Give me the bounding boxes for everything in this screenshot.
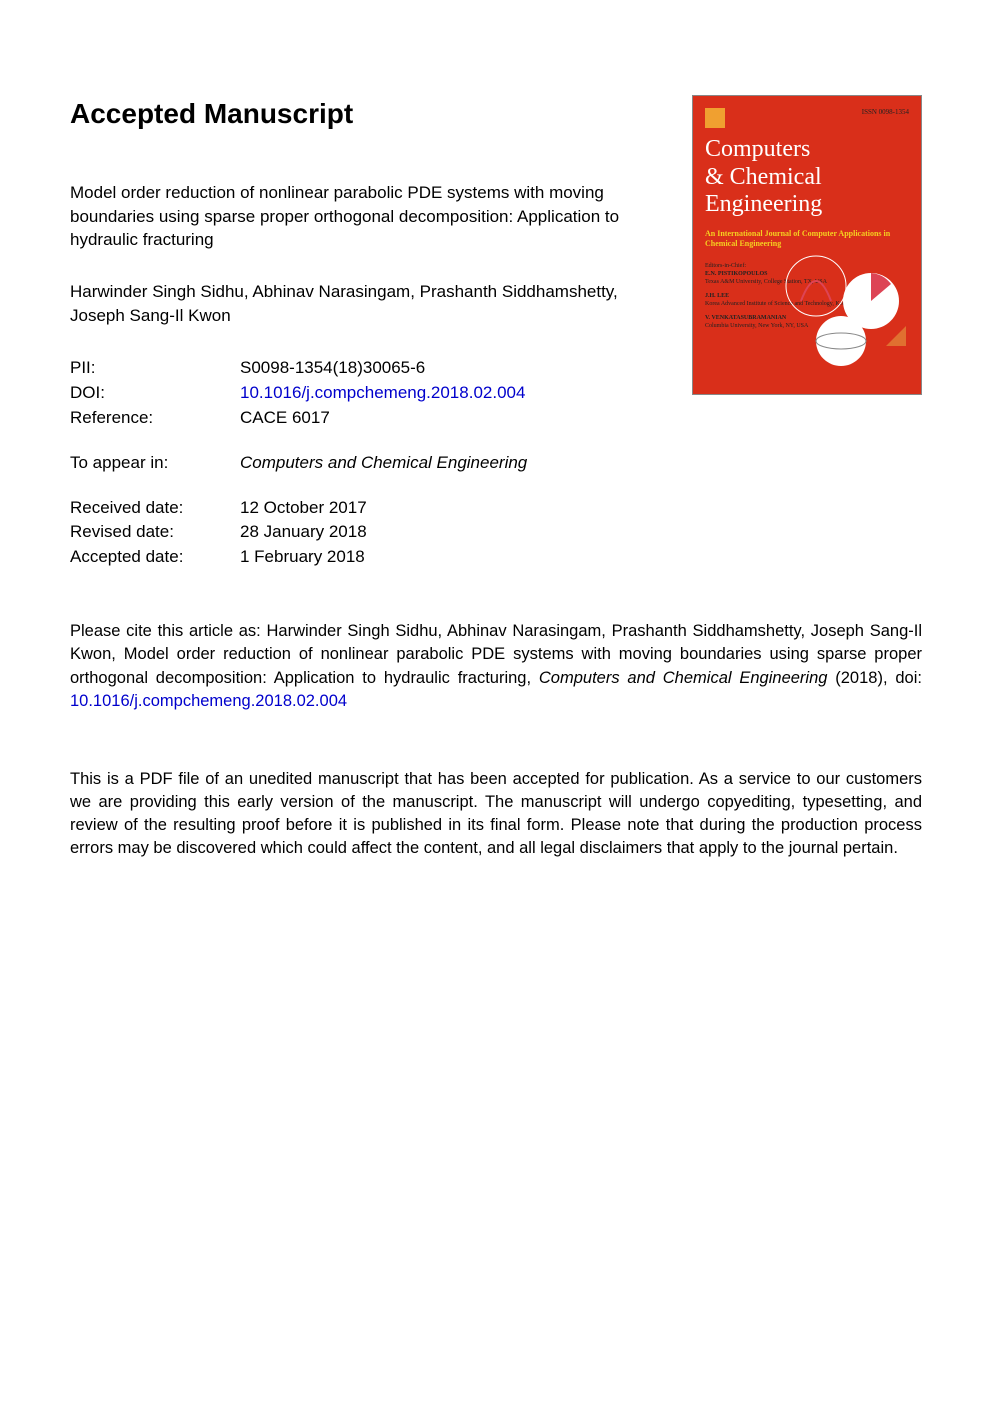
cover-title-line2: & Chemical (705, 164, 822, 190)
doi-label: DOI: (70, 381, 240, 406)
received-row: Received date: 12 October 2017 (70, 496, 367, 521)
cover-issn: ISSN 0098-1354 (862, 108, 909, 128)
pii-value: S0098-1354(18)30065-6 (240, 356, 525, 381)
appear-label: To appear in: (70, 451, 240, 476)
cover-journal-title: Computers & Chemical Engineering (705, 136, 909, 219)
pii-label: PII: (70, 356, 240, 381)
citation-paragraph: Please cite this article as: Harwinder S… (70, 620, 922, 712)
accepted-row: Accepted date: 1 February 2018 (70, 545, 367, 570)
cover-top-bar: ISSN 0098-1354 (705, 108, 909, 128)
received-value: 12 October 2017 (240, 496, 367, 521)
appear-row: To appear in: Computers and Chemical Eng… (70, 451, 527, 476)
reference-label: Reference: (70, 406, 240, 431)
doi-link[interactable]: 10.1016/j.compchemeng.2018.02.004 (240, 383, 525, 402)
disclaimer-paragraph: This is a PDF file of an unedited manusc… (70, 768, 922, 860)
elsevier-logo-icon (705, 108, 725, 128)
left-content: Accepted Manuscript Model order reductio… (70, 95, 650, 590)
revised-row: Revised date: 28 January 2018 (70, 520, 367, 545)
header-section: Accepted Manuscript Model order reductio… (70, 95, 922, 590)
pii-row: PII: S0098-1354(18)30065-6 (70, 356, 525, 381)
citation-doi-link[interactable]: 10.1016/j.compchemeng.2018.02.004 (70, 692, 347, 710)
cover-title-line1: Computers (705, 136, 810, 162)
cover-graphic-icon (781, 251, 911, 371)
article-authors: Harwinder Singh Sidhu, Abhinav Narasinga… (70, 280, 650, 328)
citation-year: (2018), doi: (827, 669, 922, 687)
received-label: Received date: (70, 496, 240, 521)
reference-value: CACE 6017 (240, 406, 525, 431)
cover-subtitle: An International Journal of Computer App… (705, 229, 909, 250)
reference-row: Reference: CACE 6017 (70, 406, 525, 431)
revised-label: Revised date: (70, 520, 240, 545)
citation-journal-name: Computers and Chemical Engineering (539, 669, 828, 687)
accepted-value: 1 February 2018 (240, 545, 367, 570)
article-title: Model order reduction of nonlinear parab… (70, 181, 650, 252)
doi-row: DOI: 10.1016/j.compchemeng.2018.02.004 (70, 381, 525, 406)
appear-value: Computers and Chemical Engineering (240, 451, 527, 476)
revised-value: 28 January 2018 (240, 520, 367, 545)
accepted-label: Accepted date: (70, 545, 240, 570)
journal-cover-image: ISSN 0098-1354 Computers & Chemical Engi… (692, 95, 922, 395)
metadata-block-1: PII: S0098-1354(18)30065-6 DOI: 10.1016/… (70, 356, 525, 431)
metadata-block-3: Received date: 12 October 2017 Revised d… (70, 496, 367, 571)
doi-value: 10.1016/j.compchemeng.2018.02.004 (240, 381, 525, 406)
cover-title-line3: Engineering (705, 191, 822, 217)
accepted-manuscript-heading: Accepted Manuscript (70, 95, 650, 133)
metadata-block-2: To appear in: Computers and Chemical Eng… (70, 451, 527, 476)
